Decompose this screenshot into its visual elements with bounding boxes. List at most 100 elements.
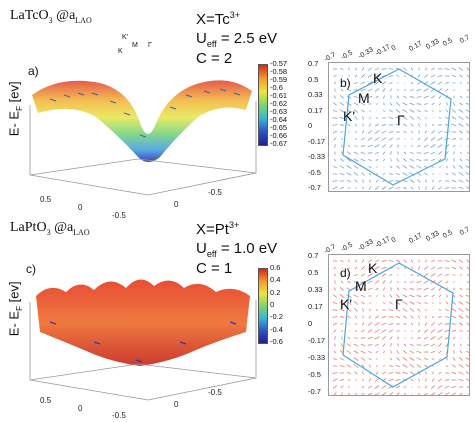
bottom-bz-arrow bbox=[340, 259, 344, 263]
top-bz-arrow bbox=[383, 95, 385, 99]
top-bz-arrow bbox=[424, 137, 428, 141]
bottom-bz-arrow bbox=[367, 273, 373, 277]
top-bz-arrow bbox=[388, 137, 394, 141]
top-bz-top-tick: 0.7 bbox=[458, 34, 471, 46]
bottom-bz-arrow bbox=[466, 280, 470, 284]
top-bz-arrow bbox=[348, 67, 350, 71]
bottom-bz-arrow bbox=[409, 357, 415, 361]
bottom-bz-arrow bbox=[381, 392, 387, 396]
bottom-bz-arrow bbox=[368, 385, 372, 389]
top-bz-arrow bbox=[360, 88, 366, 92]
top-bz-svg bbox=[332, 67, 471, 190]
bottom-bz-arrow bbox=[418, 378, 420, 382]
bottom-x-label: X=Pt3+ bbox=[196, 220, 239, 238]
top-bz-arrow bbox=[451, 67, 457, 71]
bottom-bz-arrow bbox=[431, 315, 435, 319]
bottom-bz-arrow bbox=[451, 323, 457, 325]
top-colorbar-tick: -0.57 bbox=[270, 59, 288, 68]
bottom-bz-arrow bbox=[360, 337, 366, 339]
top-bz-arrow bbox=[339, 172, 345, 176]
bottom-bz-arrow bbox=[409, 308, 415, 312]
top-material-sub3: 3 bbox=[48, 15, 53, 25]
top-bz-arrow bbox=[438, 186, 442, 190]
top-bz-top-tick: 0.33 bbox=[425, 37, 441, 51]
bottom-bz-arrow bbox=[417, 393, 421, 395]
top-bz-arrow bbox=[409, 102, 415, 106]
bottom-bz-left-tick: 0 bbox=[308, 319, 313, 328]
top-bz-arrow bbox=[367, 159, 373, 161]
bottom-bz-arrow bbox=[374, 336, 380, 340]
top-3d-band-plot bbox=[29, 80, 257, 196]
top-bz-arrow bbox=[445, 116, 449, 120]
bottom-bz-arrow bbox=[340, 385, 344, 389]
bottom-bz-arrow bbox=[425, 378, 427, 382]
top-bz-arrow bbox=[361, 137, 365, 141]
top-x-sup: 3+ bbox=[229, 10, 241, 20]
bottom-bz-arrow bbox=[430, 350, 436, 354]
top-bz-arrow bbox=[459, 165, 463, 169]
bottom-bz-arrow bbox=[424, 364, 428, 368]
bottom-bz-arrow bbox=[410, 273, 414, 277]
bottom-bz-arrow bbox=[418, 315, 420, 319]
bottom-bz-arrow bbox=[458, 301, 464, 305]
bottom-colorbar-tick: 0.6 bbox=[270, 263, 281, 272]
top-bz-arrow bbox=[346, 179, 352, 183]
top-bz-arrow bbox=[423, 144, 429, 148]
top-bz-hexagon bbox=[342, 68, 452, 186]
bottom-bz-arrow bbox=[340, 323, 344, 325]
top-bz-arrow bbox=[465, 116, 471, 120]
bottom-bz-arrow bbox=[382, 302, 386, 304]
bottom-bz-arrow bbox=[395, 301, 401, 305]
bottom-bz-arrow bbox=[465, 301, 471, 305]
bottom-bz-arrow bbox=[409, 294, 415, 298]
top-bz-arrow bbox=[453, 151, 455, 155]
bottom-bz-arrow bbox=[417, 336, 421, 340]
top-bz-arrow bbox=[339, 124, 345, 126]
top-bz-arrow bbox=[347, 151, 351, 155]
bottom-bz-arrow bbox=[437, 385, 443, 389]
bottom-bz-arrow bbox=[376, 358, 378, 360]
bottom-bz-arrow bbox=[381, 322, 387, 326]
bottom-bz-arrow bbox=[354, 273, 358, 277]
bottom-bz-arrow bbox=[416, 280, 422, 284]
top-bz-arrow bbox=[445, 109, 449, 113]
bottom-bz-arrow bbox=[453, 350, 455, 354]
top-material-base: LaTcO bbox=[10, 8, 49, 23]
bottom-bz-arrow bbox=[465, 364, 471, 368]
top-bz-arrow bbox=[403, 95, 407, 99]
bottom-bz-arrow bbox=[353, 364, 359, 368]
bottom-bz-arrow bbox=[368, 357, 372, 361]
bottom-bz-arrow bbox=[360, 280, 366, 284]
top-bz-arrow bbox=[451, 74, 457, 78]
bottom-colorbar-tick: -0.6 bbox=[270, 337, 283, 346]
top-bz-arrow bbox=[346, 172, 352, 176]
bottom-bz-arrow bbox=[465, 357, 471, 361]
top-bz-arrow bbox=[444, 186, 450, 190]
top-bz-arrow bbox=[417, 179, 421, 183]
top-bz-arrow bbox=[354, 74, 358, 78]
bottom-bz-arrow bbox=[459, 357, 463, 361]
bottom-bz-arrow bbox=[390, 280, 392, 284]
top-bz-arrow bbox=[390, 88, 392, 92]
bottom-bz-arrow-field bbox=[332, 259, 471, 396]
top-bz-arrow bbox=[430, 74, 436, 78]
bottom-bz-arrow bbox=[445, 280, 449, 284]
bottom-bz-arrow bbox=[423, 336, 429, 340]
top-hs-m: M bbox=[132, 42, 138, 49]
top-bz-arrow bbox=[458, 67, 464, 71]
bottom-bz-arrow bbox=[368, 322, 372, 326]
top-bz-arrow bbox=[446, 165, 448, 169]
top-colorbar-tick: -0.65 bbox=[270, 123, 288, 132]
bottom-bz-gamma: Γ bbox=[395, 296, 403, 312]
bottom-bz-arrow bbox=[404, 266, 406, 270]
top-bz-left-tick: 0.5 bbox=[308, 74, 319, 84]
bottom-bz-arrow bbox=[444, 259, 450, 263]
top-bz-arrow bbox=[396, 102, 400, 106]
top-bz-arrow bbox=[347, 123, 351, 127]
bottom-bz-panel bbox=[328, 254, 471, 396]
bottom-bz-arrow bbox=[437, 280, 443, 284]
top-bz-arrow bbox=[466, 67, 470, 71]
top-bz-arrow bbox=[409, 179, 415, 183]
top-bz-arrow bbox=[332, 179, 338, 183]
top-bz-arrow bbox=[465, 165, 471, 169]
